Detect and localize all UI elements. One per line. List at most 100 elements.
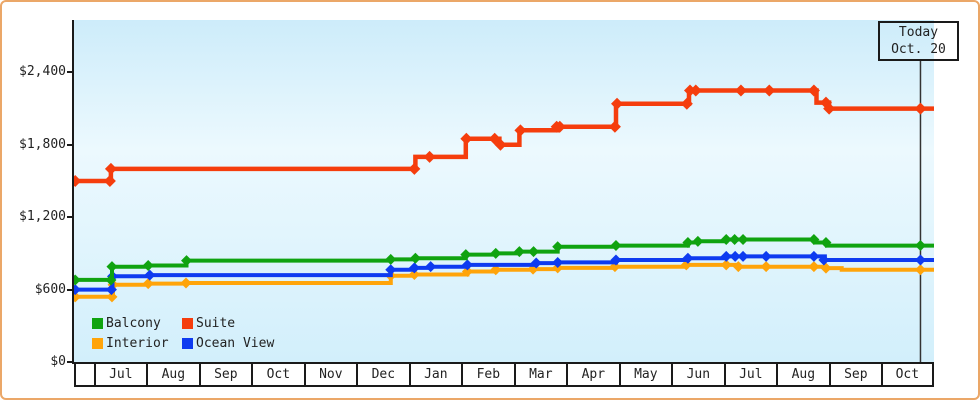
legend-item-balcony: Balcony [92, 313, 182, 333]
data-point-balcony [692, 235, 704, 247]
y-axis-label: $600 [34, 281, 66, 297]
data-point-ocean-view [760, 250, 772, 262]
data-point-balcony [528, 246, 540, 258]
data-point-suite [423, 150, 436, 163]
data-point-suite [104, 162, 117, 175]
month-cell: Jan [408, 364, 462, 385]
data-point-interior [760, 261, 772, 273]
data-point-balcony [142, 259, 154, 271]
month-cell: Jun [671, 364, 724, 385]
month-cell: Sep [828, 364, 882, 385]
month-cell: Jul [723, 364, 777, 385]
data-point-ocean-view [144, 269, 156, 281]
data-point-balcony [409, 252, 421, 264]
data-point-ocean-view [461, 259, 473, 271]
y-axis-label: $1,200 [19, 209, 66, 225]
today-date: Oct. 20 [891, 42, 946, 57]
month-cell: Sep [198, 364, 252, 385]
month-cell: Dec [356, 364, 409, 385]
data-point-interior [180, 277, 192, 289]
data-point-balcony [490, 247, 502, 259]
data-point-balcony [513, 246, 525, 258]
y-axis-label: $1,800 [19, 136, 66, 152]
data-point-suite [408, 162, 421, 175]
data-point-balcony [460, 249, 472, 261]
series-line-suite [74, 88, 934, 184]
y-axis-label: $2,400 [19, 64, 66, 80]
month-cell: Aug [146, 364, 199, 385]
data-point-interior [914, 264, 926, 276]
data-point-ocean-view [385, 264, 397, 276]
y-axis-tick [67, 361, 74, 363]
data-point-suite [514, 124, 527, 137]
legend-label: Balcony [106, 315, 161, 331]
month-cell: Aug [776, 364, 829, 385]
data-point-interior [490, 264, 502, 276]
legend-swatch [182, 337, 193, 349]
data-point-balcony [914, 240, 926, 252]
data-point-balcony [820, 237, 832, 249]
data-point-balcony [106, 261, 118, 273]
data-point-ocean-view [914, 254, 926, 266]
data-point-interior [106, 291, 118, 303]
data-point-ocean-view [425, 261, 437, 273]
data-point-balcony [808, 234, 820, 246]
data-point-ocean-view [552, 256, 564, 268]
month-cell: Mar [513, 364, 567, 385]
data-point-suite [608, 120, 621, 133]
legend-item-ocean-view: Ocean View [182, 333, 274, 353]
legend-swatch [92, 317, 103, 329]
legend-item-suite: Suite [182, 313, 274, 333]
legend: Balcony Suite Interior Ocean View [92, 313, 274, 353]
y-axis-tick [67, 143, 74, 146]
data-point-ocean-view [408, 262, 420, 274]
series-line-ocean-view [74, 254, 934, 292]
data-point-ocean-view [105, 284, 117, 296]
data-point-interior [408, 269, 420, 281]
month-cell: Nov [303, 364, 357, 385]
legend-swatch [92, 337, 103, 349]
y-axis-tick [67, 71, 74, 74]
series-line-interior [74, 262, 934, 299]
data-point-interior [461, 265, 473, 277]
data-point-suite [763, 84, 776, 97]
legend-label: Ocean View [196, 335, 275, 351]
data-point-balcony [729, 234, 741, 246]
data-point-suite [553, 120, 566, 133]
month-cell-blank [74, 364, 94, 385]
data-point-balcony [74, 274, 81, 286]
today-marker-box: Today Oct. 20 [878, 21, 959, 61]
data-point-balcony [385, 253, 397, 265]
data-point-suite [74, 174, 82, 187]
data-point-balcony [737, 234, 749, 246]
data-point-balcony [682, 237, 694, 249]
y-axis-line [72, 20, 74, 364]
data-point-interior [808, 261, 820, 273]
month-cell: Jul [93, 364, 147, 385]
x-axis-month-strip: Jul Aug Sep Oct Nov Dec Jan Feb Mar Apr May Jun Jul A… [74, 362, 934, 387]
data-point-ocean-view [74, 284, 81, 296]
data-point-balcony [610, 240, 622, 252]
y-axis-tick [67, 288, 74, 291]
y-axis-tick [67, 216, 74, 219]
data-point-balcony [105, 274, 117, 286]
month-cell: Apr [566, 364, 619, 385]
y-axis-label: $0 [50, 354, 66, 369]
month-cell: Oct [251, 364, 304, 385]
data-point-suite [460, 132, 473, 145]
data-point-interior [142, 278, 154, 290]
month-cell: May [618, 364, 672, 385]
data-point-balcony [720, 234, 732, 246]
month-cell: Oct [881, 364, 934, 385]
data-point-interior [820, 262, 832, 274]
data-point-suite [103, 174, 116, 187]
data-point-suite [689, 84, 702, 97]
data-point-interior [732, 261, 744, 273]
plot-area [74, 20, 934, 362]
data-point-suite [494, 138, 507, 151]
data-point-ocean-view [729, 250, 741, 262]
data-point-interior [720, 259, 732, 271]
today-label: Today [898, 25, 939, 40]
legend-swatch [182, 317, 193, 329]
